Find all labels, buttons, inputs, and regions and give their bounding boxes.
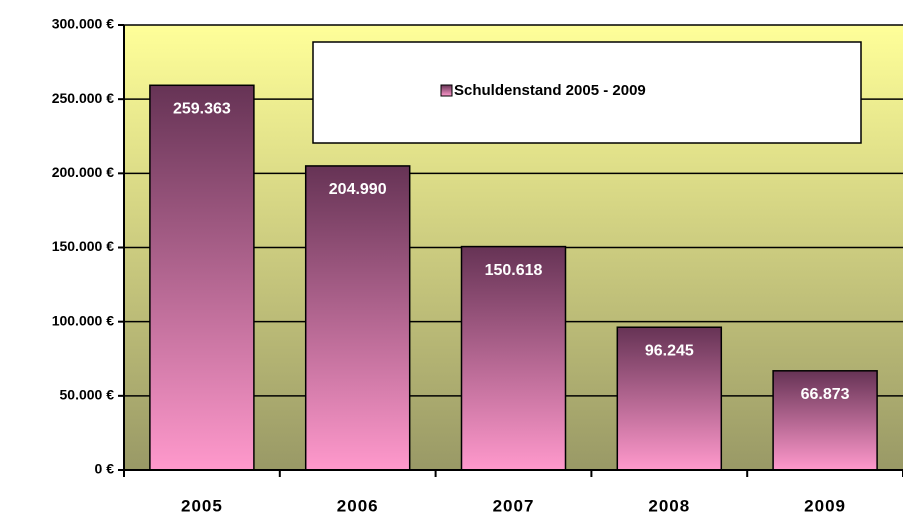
legend-box xyxy=(312,41,862,144)
legend-swatch xyxy=(440,84,453,97)
x-tick-label: 2005 xyxy=(181,496,223,515)
y-tick-label: 150.000 € xyxy=(52,238,114,254)
legend-label: Schuldenstand 2005 - 2009 xyxy=(454,82,646,99)
y-tick-label: 50.000 € xyxy=(60,387,115,403)
bar xyxy=(616,326,723,471)
value-label: 66.873 xyxy=(801,386,850,403)
y-tick-label: 100.000 € xyxy=(52,312,114,328)
bar xyxy=(304,165,411,471)
y-tick-label: 200.000 € xyxy=(52,164,114,180)
value-label: 204.990 xyxy=(329,181,387,198)
value-label: 96.245 xyxy=(645,342,694,359)
x-tick-label: 2008 xyxy=(648,496,690,515)
x-tick-label: 2007 xyxy=(493,496,535,515)
y-tick-label: 250.000 € xyxy=(52,90,114,106)
y-tick-label: 0 € xyxy=(95,461,115,477)
value-label: 150.618 xyxy=(485,262,543,279)
bar xyxy=(149,84,255,471)
value-label: 259.363 xyxy=(173,100,231,117)
x-tick-label: 2006 xyxy=(337,496,379,515)
bar xyxy=(460,245,567,471)
y-tick-label: 300.000 € xyxy=(52,16,114,32)
bar xyxy=(772,370,878,471)
x-tick-label: 2009 xyxy=(804,496,846,515)
